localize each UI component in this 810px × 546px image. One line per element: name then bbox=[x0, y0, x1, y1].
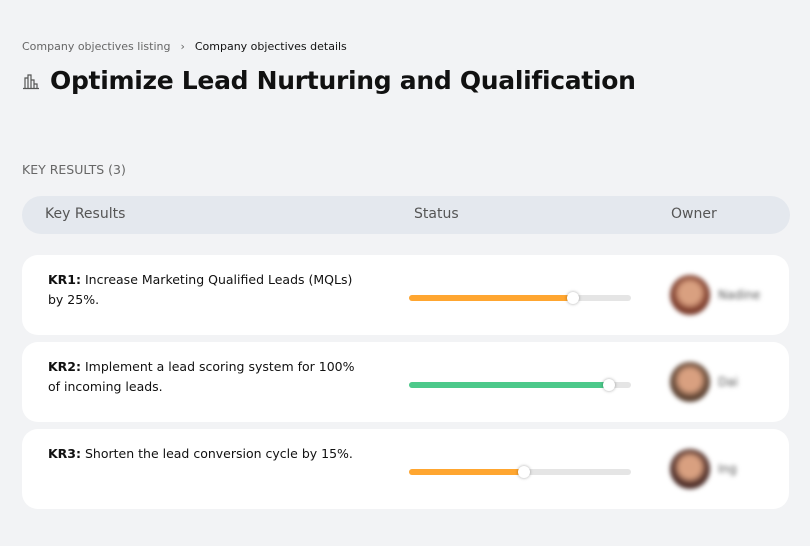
column-header-owner: Owner bbox=[671, 206, 717, 222]
avatar bbox=[670, 275, 710, 315]
breadcrumb-current: Company objectives details bbox=[194, 40, 347, 53]
key-result-text: KR2: Implement a lead scoring system for… bbox=[48, 357, 368, 397]
key-result-id: KR1: bbox=[48, 272, 82, 287]
key-result-text: KR1: Increase Marketing Qualified Leads … bbox=[48, 270, 368, 310]
owner-name: Nadine bbox=[718, 288, 761, 302]
progress-handle[interactable] bbox=[518, 466, 531, 478]
key-result-text: KR3: Shorten the lead conversion cycle b… bbox=[48, 444, 368, 464]
avatar bbox=[670, 449, 710, 489]
progress-bar bbox=[409, 466, 631, 478]
progress-fill bbox=[409, 382, 609, 388]
key-result-description: Implement a lead scoring system for 100%… bbox=[48, 359, 355, 394]
building-icon bbox=[23, 73, 39, 89]
key-result-id: KR2: bbox=[48, 359, 82, 374]
key-result-id: KR3: bbox=[48, 446, 82, 461]
owner-name: Dai bbox=[718, 375, 738, 389]
owner[interactable]: Dai bbox=[670, 362, 738, 402]
owner[interactable]: Nadine bbox=[670, 275, 760, 315]
table-row[interactable]: KR2: Implement a lead scoring system for… bbox=[22, 342, 789, 422]
page-title: Optimize Lead Nurturing and Qualificatio… bbox=[50, 66, 636, 95]
key-result-description: Shorten the lead conversion cycle by 15%… bbox=[81, 446, 353, 461]
progress-fill bbox=[409, 469, 525, 475]
breadcrumb: Company objectives listing › Company obj… bbox=[22, 40, 347, 53]
progress-fill bbox=[409, 295, 574, 301]
column-header-key-results: Key Results bbox=[45, 206, 126, 222]
table-row[interactable]: KR1: Increase Marketing Qualified Leads … bbox=[22, 255, 789, 335]
key-result-description: Increase Marketing Qualified Leads (MQLs… bbox=[48, 272, 353, 307]
owner[interactable]: Ing bbox=[670, 449, 737, 489]
progress-handle[interactable] bbox=[567, 292, 580, 304]
section-label: KEY RESULTS (3) bbox=[22, 162, 126, 177]
breadcrumb-parent-link[interactable]: Company objectives listing bbox=[22, 40, 171, 53]
progress-bar bbox=[409, 292, 631, 304]
column-header-status: Status bbox=[414, 206, 459, 222]
progress-bar bbox=[409, 379, 631, 391]
table-row[interactable]: KR3: Shorten the lead conversion cycle b… bbox=[22, 429, 789, 509]
owner-name: Ing bbox=[718, 462, 737, 476]
chevron-right-icon: › bbox=[180, 40, 185, 53]
progress-handle[interactable] bbox=[602, 379, 615, 391]
table-header: Key Results Status Owner bbox=[22, 196, 790, 234]
avatar bbox=[670, 362, 710, 402]
